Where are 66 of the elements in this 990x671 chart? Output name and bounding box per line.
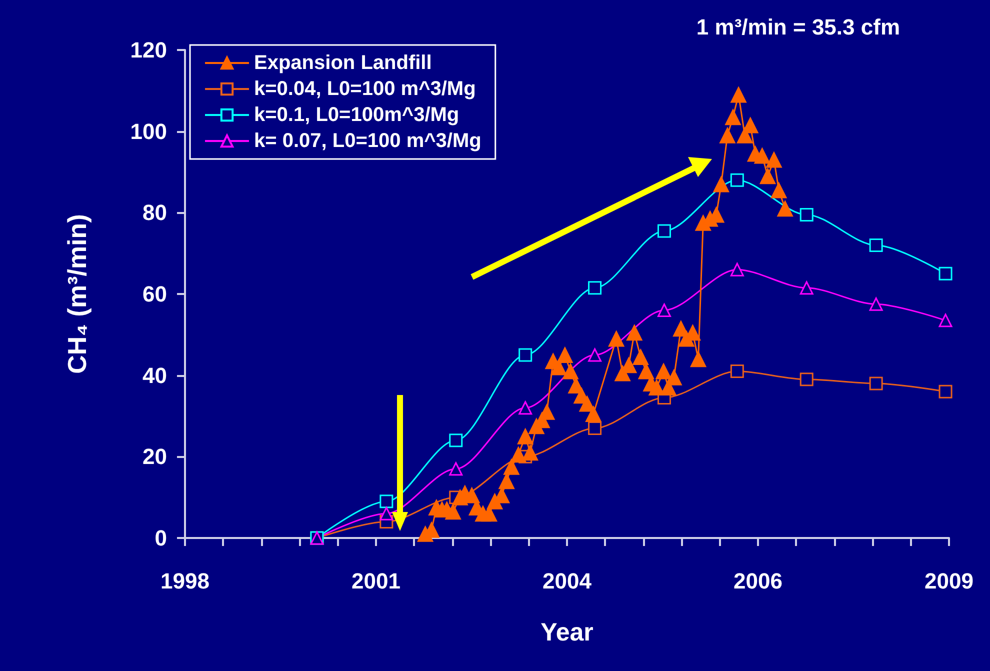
point xyxy=(517,428,534,444)
point xyxy=(800,281,814,295)
point xyxy=(800,208,814,222)
point xyxy=(760,168,776,184)
point xyxy=(588,281,602,295)
y-axis-title: CH₄ (m³/min) xyxy=(62,214,92,374)
x-tick-label: 2009 xyxy=(924,568,974,594)
point xyxy=(556,347,573,363)
point xyxy=(770,182,787,198)
point xyxy=(657,304,671,318)
legend-label: k=0.1, L0=100m^3/Mg xyxy=(254,104,460,126)
point xyxy=(626,324,642,341)
point xyxy=(730,173,744,187)
point xyxy=(449,434,463,448)
point xyxy=(380,506,394,520)
point xyxy=(657,224,671,238)
y-tick-label: 20 xyxy=(142,444,167,470)
y-tick-label: 100 xyxy=(130,118,167,144)
point xyxy=(730,86,747,103)
point xyxy=(766,152,782,168)
point xyxy=(638,363,654,380)
point xyxy=(690,351,706,368)
legend-label: Expansion Landfill xyxy=(254,52,432,74)
point xyxy=(498,473,515,490)
y-tick-label: 80 xyxy=(142,200,167,226)
text: 1 m³/min = 35.3 cfm xyxy=(696,14,900,40)
y-tick-label: 40 xyxy=(142,362,167,388)
point xyxy=(730,262,744,276)
point xyxy=(380,494,394,508)
point xyxy=(588,348,602,362)
point xyxy=(518,348,532,362)
point xyxy=(449,462,463,476)
y-tick-label: 0 xyxy=(154,526,167,550)
x-tick-label: 2006 xyxy=(734,568,782,594)
point xyxy=(869,297,883,311)
point xyxy=(632,349,649,366)
point xyxy=(445,504,462,520)
legend-label: k=0.04, L0=100 m^3/Mg xyxy=(254,78,476,100)
point xyxy=(869,238,883,252)
legend-label: k= 0.07, L0=100 m^3/Mg xyxy=(254,130,482,152)
x-tick-label: 1998 xyxy=(160,568,210,594)
point xyxy=(522,444,538,461)
point xyxy=(510,446,526,463)
point xyxy=(800,372,814,386)
point xyxy=(719,127,736,144)
point xyxy=(713,176,730,192)
point xyxy=(730,364,744,378)
point xyxy=(585,406,602,422)
y-tick-label: 120 xyxy=(130,38,167,62)
x-axis-title: Year xyxy=(540,618,594,646)
point xyxy=(869,376,883,390)
point xyxy=(938,314,952,328)
point xyxy=(503,458,520,475)
point xyxy=(938,384,952,398)
point xyxy=(518,401,532,415)
x-tick-label: 2001 xyxy=(352,568,400,594)
point xyxy=(656,363,672,380)
point xyxy=(938,266,952,280)
point xyxy=(724,109,741,126)
point xyxy=(562,363,578,380)
x-tick-label: 2004 xyxy=(542,568,592,594)
point xyxy=(777,200,794,217)
point xyxy=(754,148,770,164)
y-tick-label: 60 xyxy=(142,282,167,306)
point xyxy=(588,421,602,435)
point xyxy=(608,330,624,347)
